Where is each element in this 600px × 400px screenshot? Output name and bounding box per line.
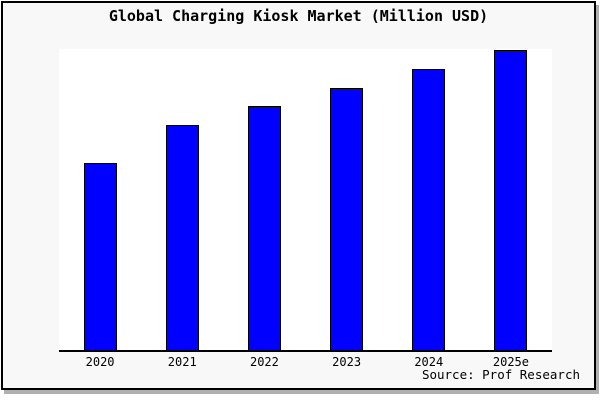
x-tick-label-2023: 2023 — [332, 355, 362, 369]
bar-slot-2025e — [470, 49, 552, 350]
bar-slot-2021 — [141, 49, 223, 350]
bar-2022 — [247, 106, 281, 350]
source-note: Source: Prof Research — [421, 367, 580, 382]
bar-2023 — [330, 87, 364, 350]
chart-frame: Global Charging Kiosk Market (Million US… — [1, 1, 596, 390]
x-tick-label-2022: 2022 — [249, 355, 279, 369]
bar-slot-2020 — [59, 49, 141, 350]
bar-slot-2022 — [223, 49, 305, 350]
bar-2024 — [412, 68, 446, 350]
bar-slot-2024 — [388, 49, 470, 350]
bar-2020 — [83, 162, 117, 350]
plot-area — [59, 49, 552, 352]
bar-slot-2023 — [306, 49, 388, 350]
bar-2021 — [165, 125, 199, 350]
x-tick-label-2024: 2024 — [414, 355, 444, 369]
x-tick-label-2021: 2021 — [167, 355, 197, 369]
x-tick-label-2025e: 2025e — [492, 355, 529, 369]
chart-title: Global Charging Kiosk Market (Million US… — [108, 7, 489, 25]
x-axis-labels: 2020 2021 2022 2023 2024 2025e — [59, 355, 552, 369]
bar-2025e — [494, 50, 528, 350]
x-tick-label-2020: 2020 — [85, 355, 115, 369]
